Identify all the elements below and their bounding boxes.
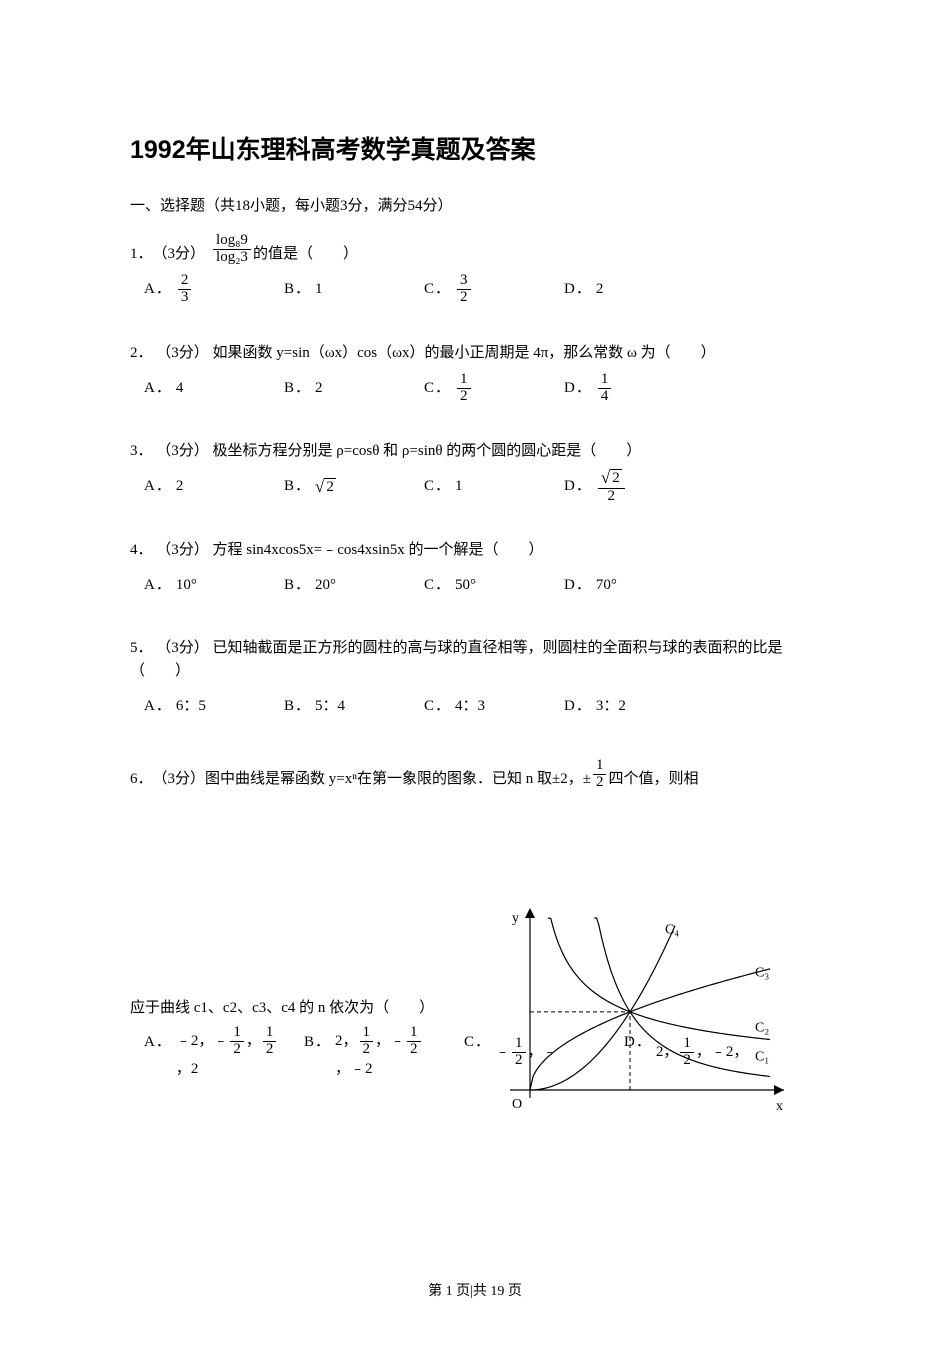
- option: D．14: [564, 370, 704, 406]
- option: A．4: [144, 370, 284, 406]
- option-label: D．: [564, 695, 592, 718]
- question-3: 3． （3分） 极坐标方程分别是 ρ=cosθ 和 ρ=sinθ 的两个圆的圆心…: [130, 440, 820, 505]
- chart-svg: Ox y C₄ C₃ C₂ C₁: [470, 902, 790, 1132]
- page-title: 1992年山东理科高考数学真题及答案: [130, 130, 820, 166]
- option: B．2，12，﹣12，﹣2: [304, 1025, 464, 1080]
- q1-tail: 的值是（ ）: [253, 243, 358, 266]
- svg-text:C₃: C₃: [755, 966, 769, 981]
- option: A．10°: [144, 567, 284, 603]
- option: B．√2: [284, 469, 424, 505]
- option-label: A．: [144, 377, 172, 400]
- q6-inline-frac: 1 2: [593, 758, 607, 791]
- q2-stem: 2． （3分） 如果函数 y=sin（ωx）cos（ωx）的最小正周期是 4π，…: [130, 342, 820, 365]
- option-label: B．: [284, 278, 311, 301]
- svg-text:O: O: [512, 1097, 522, 1112]
- option-label: C．: [424, 475, 451, 498]
- q1-num: 1．: [130, 243, 153, 266]
- q4-stem: 4． （3分） 方程 sin4xcos5x=﹣cos4xsin5x 的一个解是（…: [130, 539, 820, 562]
- option-label: A．: [144, 574, 172, 597]
- option-label: D．: [564, 278, 592, 301]
- q2-options: A．4B．2C．12D．14: [130, 370, 820, 406]
- option-label: A．: [144, 475, 172, 498]
- option: B．1: [284, 272, 424, 308]
- option-label: D．: [564, 475, 592, 498]
- option-label: A．: [144, 278, 172, 301]
- section-heading: 一、选择题（共18小题，每小题3分，满分54分）: [130, 194, 820, 215]
- option: D．2: [564, 272, 704, 308]
- option: C．32: [424, 272, 564, 308]
- power-function-chart: Ox y C₄ C₃ C₂ C₁: [470, 902, 790, 1132]
- option-label: B．: [284, 377, 311, 400]
- option: D．√22: [564, 469, 704, 505]
- option-label: C．: [424, 574, 451, 597]
- q1-points: （3分）: [153, 243, 206, 266]
- q3-options: A．2B．√2C．1D．√22: [130, 469, 820, 505]
- option: B．20°: [284, 567, 424, 603]
- svg-text:C₄: C₄: [665, 923, 679, 938]
- question-1: 1． （3分） log₈9 log₂3 的值是（ ） A．23B．1C．32D．…: [130, 233, 820, 308]
- option: A．6：5: [144, 688, 284, 724]
- q1-options: A．23B．1C．32D．2: [130, 272, 820, 308]
- option: C．12: [424, 370, 564, 406]
- page-footer: 第 1 页|共 19 页: [0, 1280, 950, 1300]
- q5-stem: 5． （3分） 已知轴截面是正方形的圆柱的高与球的直径相等，则圆柱的全面积与球的…: [130, 637, 820, 682]
- question-4: 4． （3分） 方程 sin4xcos5x=﹣cos4xsin5x 的一个解是（…: [130, 539, 820, 604]
- option: D．3：2: [564, 688, 704, 724]
- svg-text:y: y: [512, 911, 519, 926]
- option: B．2: [284, 370, 424, 406]
- option-label: C．: [424, 695, 451, 718]
- option-label: A．: [144, 695, 172, 718]
- option-label: C．: [424, 278, 451, 301]
- page: 1992年山东理科高考数学真题及答案 一、选择题（共18小题，每小题3分，满分5…: [0, 0, 950, 1346]
- q6-stem-line1: 6． （3分） 图中曲线是幂函数 y=xⁿ在第一象限的图象．已知 n 取±2，±…: [130, 758, 820, 791]
- option: A．23: [144, 272, 284, 308]
- q4-options: A．10°B．20°C．50°D．70°: [130, 567, 820, 603]
- q1-fraction: log₈9 log₂3: [213, 233, 251, 266]
- q5-options: A．6：5B．5：4C．4：3D．3：2: [130, 688, 820, 724]
- option-label: B．: [284, 695, 311, 718]
- question-5: 5． （3分） 已知轴截面是正方形的圆柱的高与球的直径相等，则圆柱的全面积与球的…: [130, 637, 820, 724]
- option-label: B．: [284, 475, 311, 498]
- option-label: C．: [424, 377, 451, 400]
- option: B．5：4: [284, 688, 424, 724]
- svg-text:x: x: [776, 1099, 783, 1114]
- svg-text:C₂: C₂: [755, 1020, 769, 1035]
- option-label: B．: [284, 574, 311, 597]
- option: D．70°: [564, 567, 704, 603]
- option: C．1: [424, 469, 564, 505]
- q1-stem: 1． （3分） log₈9 log₂3 的值是（ ）: [130, 233, 820, 266]
- option-label: D．: [564, 377, 592, 400]
- option: A．﹣2，﹣12，12，2: [144, 1025, 304, 1080]
- svg-text:C₁: C₁: [755, 1049, 769, 1064]
- question-2: 2． （3分） 如果函数 y=sin（ωx）cos（ωx）的最小正周期是 4π，…: [130, 342, 820, 407]
- option-label: D．: [564, 574, 592, 597]
- option: C．50°: [424, 567, 564, 603]
- q3-stem: 3． （3分） 极坐标方程分别是 ρ=cosθ 和 ρ=sinθ 的两个圆的圆心…: [130, 440, 820, 463]
- option: A．2: [144, 469, 284, 505]
- option: C．4：3: [424, 688, 564, 724]
